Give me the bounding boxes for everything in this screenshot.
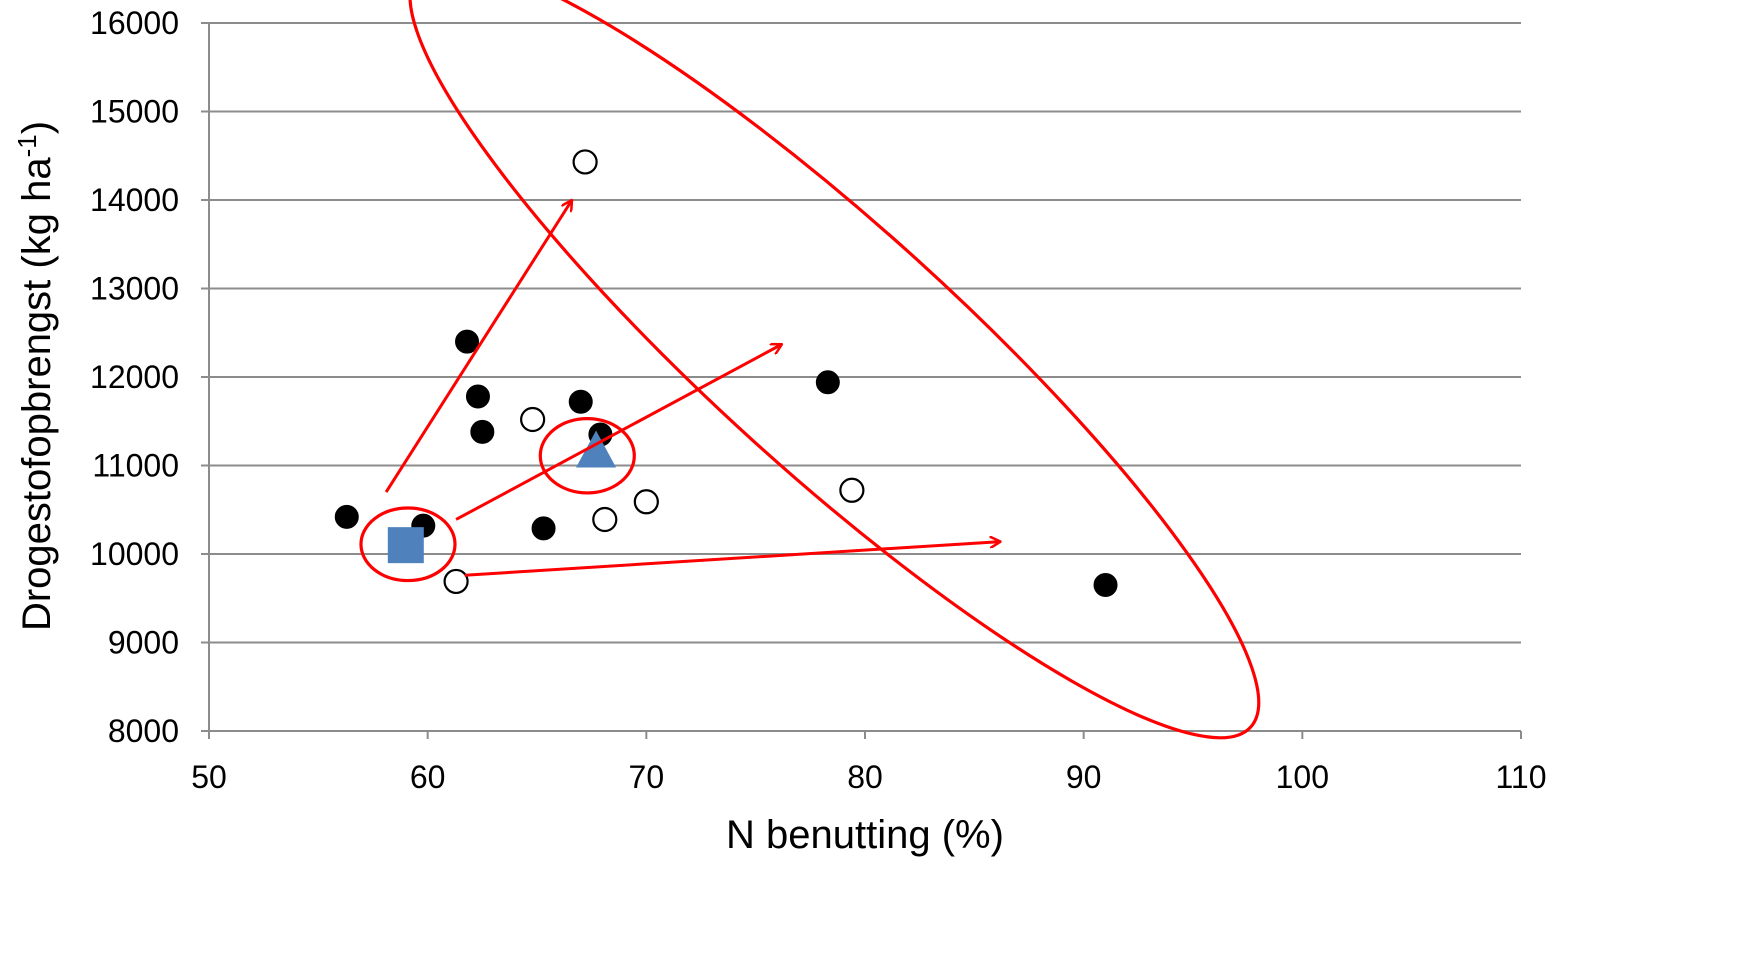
- open-circle-point: [633, 489, 659, 515]
- axes: [201, 22, 1522, 739]
- y-tick-label: 9000: [108, 625, 179, 661]
- x-tick-label: 50: [191, 759, 227, 795]
- x-tick-label: 90: [1066, 759, 1102, 795]
- x-tick-label: 70: [629, 759, 665, 795]
- filled-circle-point: [470, 419, 495, 444]
- open-circle-point: [572, 149, 598, 175]
- highlight-ellipse: [408, 0, 1261, 740]
- y-axis-title-close: ): [15, 121, 59, 134]
- filled-circle-point: [334, 504, 359, 529]
- y-tick-label: 13000: [90, 271, 179, 307]
- y-tick-label: 11000: [92, 448, 179, 484]
- highlight-ellipse: [359, 506, 457, 583]
- y-tick-label: 8000: [108, 713, 179, 749]
- filled-circle-point: [568, 389, 593, 414]
- y-tick-label: 10000: [90, 536, 179, 572]
- x-tick-label: 60: [410, 759, 446, 795]
- filled-circle-point: [455, 329, 480, 354]
- open-circle-point: [443, 568, 469, 595]
- highlight-ellipse: [538, 416, 636, 495]
- y-axis-title-main: Drogestofopbrengst (kg ha: [15, 157, 59, 631]
- x-tick-label: 110: [1495, 759, 1546, 795]
- trend-arrow: [384, 200, 572, 493]
- filled-circle-point: [465, 384, 490, 409]
- filled-circle-point: [531, 516, 556, 541]
- filled-circle-point: [815, 370, 840, 395]
- trend-arrow: [455, 344, 782, 521]
- square-point: [387, 527, 424, 564]
- tick-labels: 8000 9000 10000 11000 12000 13000 14000 15000 16…: [90, 5, 1546, 795]
- filled-circle-point: [1093, 572, 1118, 597]
- open-circle-point: [839, 477, 865, 503]
- data-points: [334, 149, 1118, 597]
- triangle-point: [576, 430, 617, 468]
- x-tick-label: 100: [1276, 759, 1329, 795]
- annotations: [359, 0, 1261, 740]
- y-axis-title: Drogestofopbrengst (kg ha-1): [12, 121, 59, 631]
- open-circle-point: [520, 406, 546, 433]
- x-tick-label: 80: [847, 759, 883, 795]
- open-circle-point: [592, 506, 618, 533]
- y-tick-label: 12000: [90, 359, 179, 395]
- trend-arrow: [464, 542, 1001, 577]
- x-axis-title: N benutting (%): [726, 813, 1004, 857]
- y-tick-label: 16000: [90, 5, 179, 41]
- y-tick-label: 15000: [90, 94, 179, 130]
- y-tick-label: 14000: [90, 182, 179, 218]
- y-axis-title-sup: -1: [12, 134, 42, 157]
- gridlines: [209, 22, 1521, 644]
